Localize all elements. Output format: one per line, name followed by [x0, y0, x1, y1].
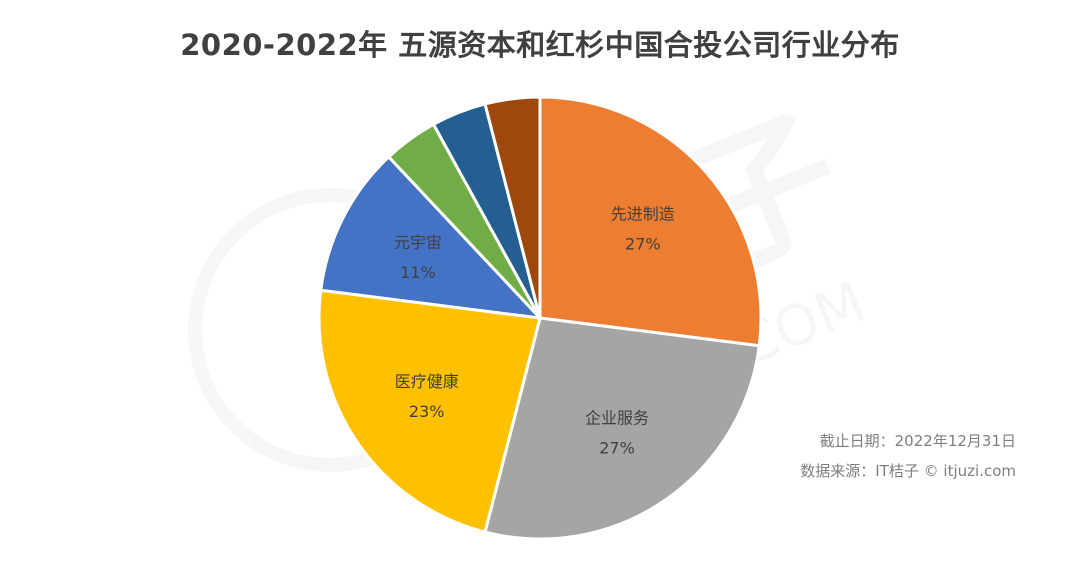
- slice-value-label-3: 11%: [400, 263, 436, 282]
- slice-label-0: 先进制造: [611, 204, 675, 223]
- pie-slices: [317, 95, 763, 541]
- slice-value-label-2: 23%: [409, 402, 445, 421]
- pie-slice-3: [319, 155, 542, 320]
- cutoff-date-note: 截止日期：2022年12月31日: [819, 432, 1016, 450]
- pie-slice-1: [483, 316, 761, 541]
- pie-labels: 先进制造 27% 企业服务 27% 医疗健康 23% 元宇宙 11%: [394, 204, 675, 457]
- pie-slice-2: [317, 288, 542, 534]
- data-source-note: 数据来源：IT桔子 © itjuzi.com: [800, 462, 1016, 480]
- pie-slice-6: [483, 95, 542, 320]
- pie-slice-0: [538, 95, 763, 348]
- slice-label-1: 企业服务: [585, 408, 649, 427]
- chart-title: 2020-2022年 五源资本和红杉中国合投公司行业分布: [180, 28, 900, 62]
- slice-label-3: 元宇宙: [394, 233, 442, 252]
- slice-value-label-0: 27%: [625, 234, 661, 253]
- slice-label-2: 医疗健康: [395, 372, 459, 391]
- slice-value-label-1: 27%: [599, 438, 635, 457]
